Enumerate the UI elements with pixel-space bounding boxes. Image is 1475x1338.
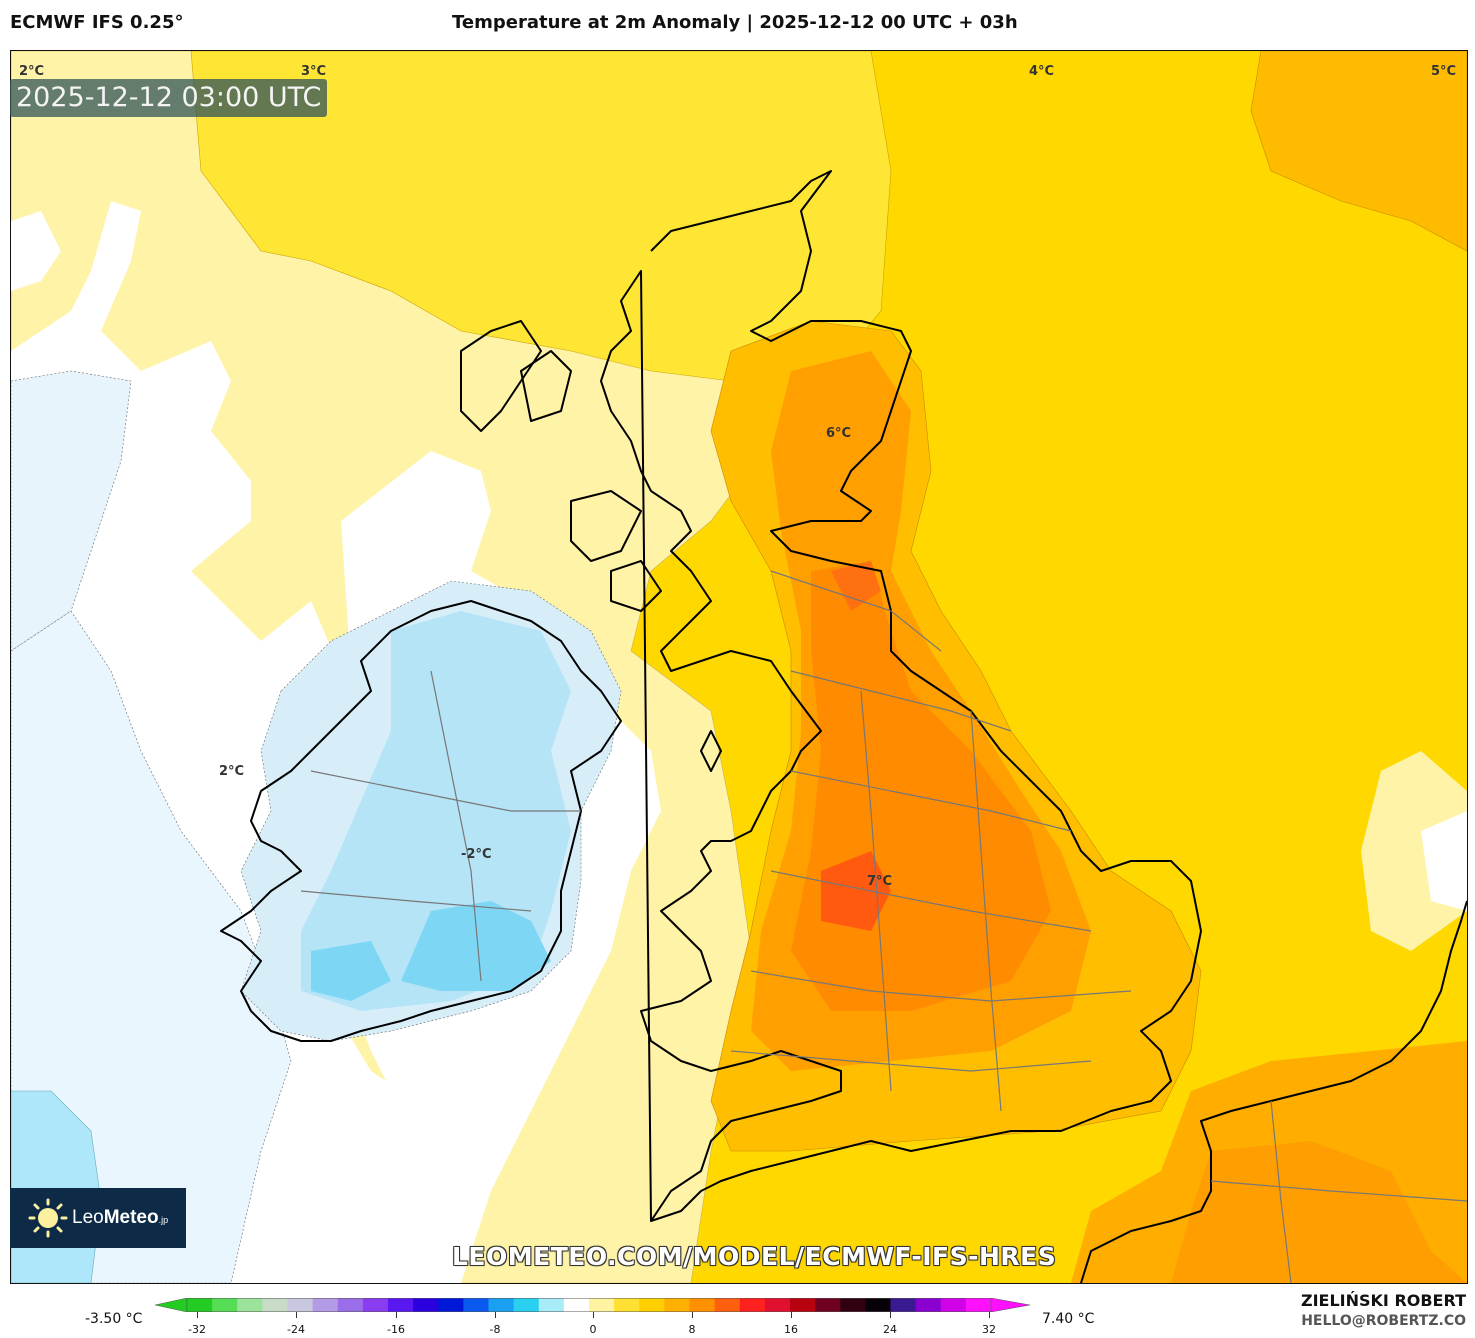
contour-label: 7°C <box>867 874 893 889</box>
model-name: ECMWF IFS 0.25° <box>10 12 184 33</box>
logo-text: LeoMeteo.jp <box>72 1207 169 1228</box>
colorbar-tick-label: 8 <box>688 1323 696 1336</box>
colorbar-tick <box>296 1312 297 1318</box>
colorbar-tick-label: 0 <box>589 1323 597 1336</box>
contour-label: 6°C <box>826 426 852 441</box>
colorbar-tick <box>989 1312 990 1318</box>
contour-label: 2°C <box>19 64 45 79</box>
valid-time-badge: 2025-12-12 03:00 UTC <box>10 79 328 117</box>
colorbar-tick <box>495 1312 496 1318</box>
author-name: ZIELIŃSKI ROBERT <box>1300 1291 1466 1310</box>
contour-label: 4°C <box>1029 64 1055 79</box>
colorbar-tick-label: -32 <box>188 1323 206 1336</box>
colorbar <box>155 1298 1030 1312</box>
colorbar-tick-label: 32 <box>982 1323 996 1336</box>
colorbar-tick-label: -24 <box>287 1323 305 1336</box>
colorbar-tick <box>396 1312 397 1318</box>
sun-icon <box>28 1198 68 1238</box>
contour-label: 3°C <box>301 64 327 79</box>
colorbar-tick-label: 24 <box>883 1323 897 1336</box>
colorbar-tick <box>692 1312 693 1318</box>
admin-borders <box>300 570 1467 1283</box>
colorbar-tick <box>593 1312 594 1318</box>
colorbar-max-label: 7.40 °C <box>1042 1311 1095 1327</box>
colorbar-tick-label: -8 <box>489 1323 501 1336</box>
author-email[interactable]: HELLO@ROBERTZ.CO <box>1301 1313 1466 1329</box>
coastline <box>220 170 1467 1283</box>
map-field <box>11 51 1467 1283</box>
contour-label: 2°C <box>219 764 245 779</box>
colorbar-tick <box>890 1312 891 1318</box>
watermark-url: LEOMETEO.COM/MODEL/ECMWF-IFS-HRES <box>452 1242 1057 1271</box>
colorbar-tick <box>197 1312 198 1318</box>
colorbar-min-label: -3.50 °C <box>85 1311 143 1327</box>
anomaly-map: 2°C 3°C 4°C 5°C 6°C 2°C -2°C 7°C <box>10 50 1468 1284</box>
colorbar-tick-label: 16 <box>784 1323 798 1336</box>
contour-label: -2°C <box>461 847 492 862</box>
chart-title: Temperature at 2m Anomaly | 2025-12-12 0… <box>452 12 1018 33</box>
leometeo-logo[interactable]: LeoMeteo.jp <box>10 1188 186 1248</box>
colorbar-tick <box>791 1312 792 1318</box>
contour-label: 5°C <box>1431 64 1457 79</box>
colorbar-tick-label: -16 <box>387 1323 405 1336</box>
